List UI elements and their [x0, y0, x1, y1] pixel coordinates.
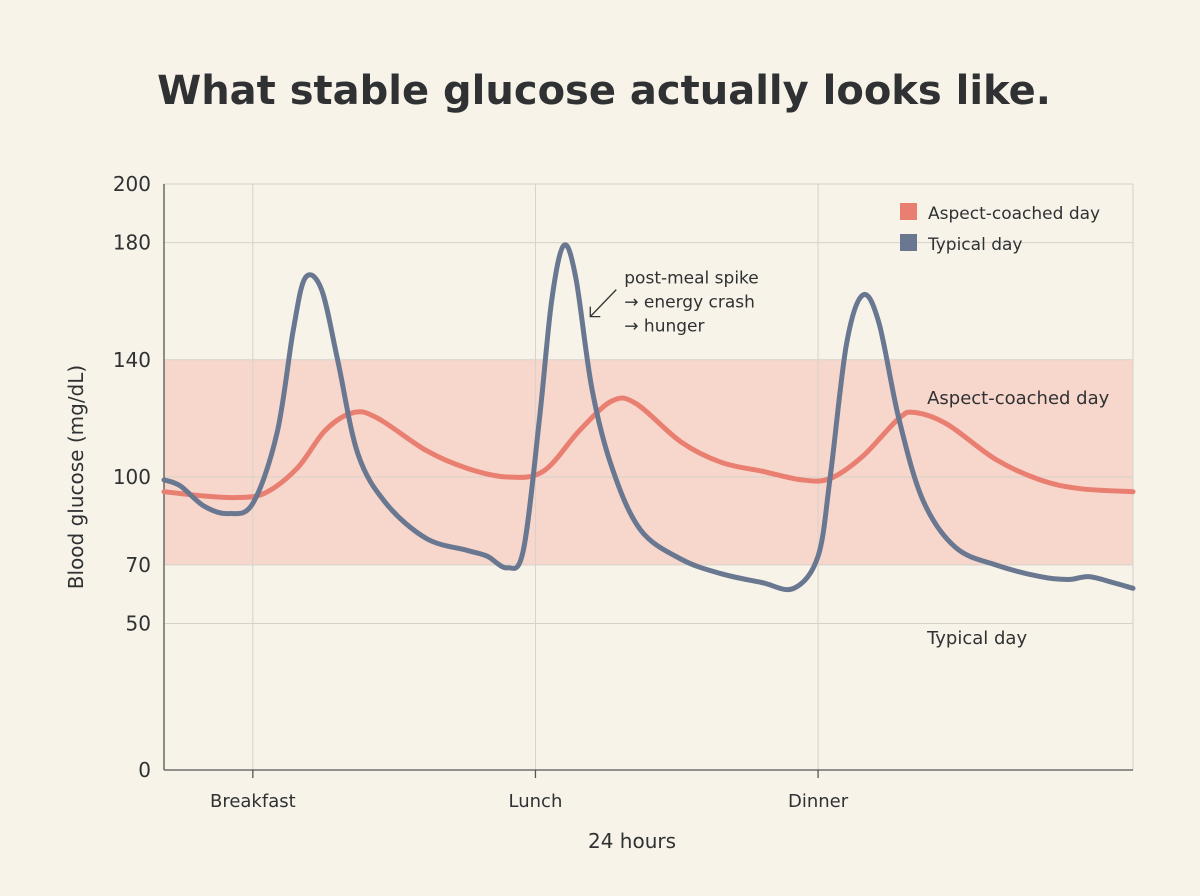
legend-label-1: Typical day — [927, 235, 1022, 255]
annotation-spike-line-1: → energy crash — [624, 293, 755, 313]
legend-swatch-0 — [900, 203, 917, 220]
annotation-aspect-label: Aspect-coached day — [927, 388, 1110, 409]
y-tick-label-70: 70 — [126, 553, 151, 577]
series-line-aspect-coached-day — [161, 395, 1136, 501]
x-tick-label-2: Dinner — [788, 791, 849, 812]
x-tick-label-1: Lunch — [509, 791, 563, 812]
annotation-typical-label: Typical day — [926, 628, 1027, 649]
target-range-band — [164, 359, 1133, 565]
y-axis-label: Blood glucose (mg/dL) — [64, 365, 88, 589]
y-tick-label-0: 0 — [138, 758, 151, 782]
y-tick-label-140: 140 — [113, 348, 151, 372]
annotation-spike-line-0: post-meal spike — [624, 269, 758, 289]
annotation-arrow-head — [589, 306, 601, 318]
y-tick-label-180: 180 — [113, 231, 151, 255]
annotation-arrow-shaft — [589, 289, 617, 318]
chart-title: What stable glucose actually looks like. — [157, 68, 1051, 114]
annotation-spike-line-2: → hunger — [624, 317, 704, 337]
x-axis-label: 24 hours — [588, 829, 676, 853]
y-tick-label-200: 200 — [113, 172, 151, 196]
legend-swatch-1 — [900, 234, 917, 251]
x-tick-label-0: Breakfast — [210, 791, 296, 812]
y-tick-label-50: 50 — [126, 612, 151, 636]
legend-label-0: Aspect-coached day — [928, 204, 1100, 224]
y-tick-label-100: 100 — [113, 465, 151, 489]
series-line-typical-day — [161, 242, 1136, 593]
